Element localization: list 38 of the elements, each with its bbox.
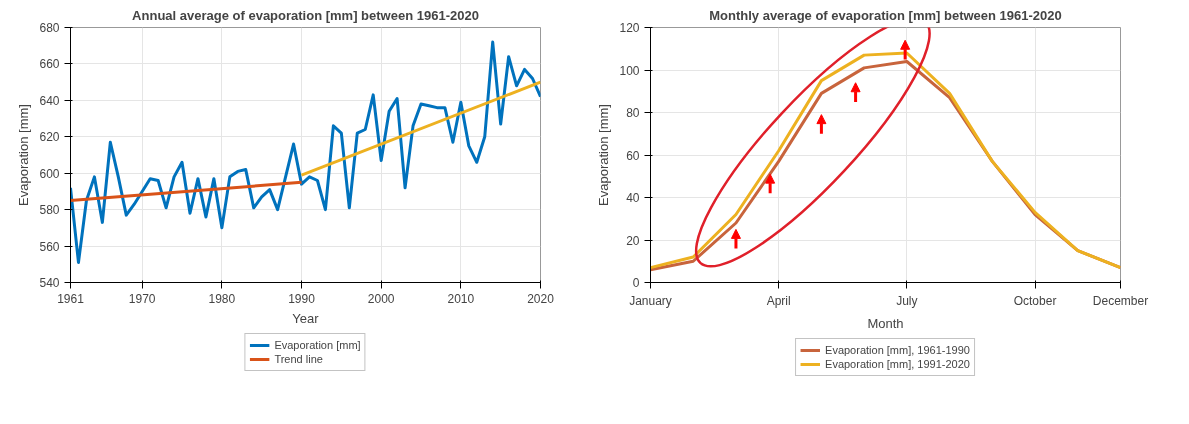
legend-label: Evaporation [mm] bbox=[274, 338, 361, 352]
y-tick-label: 580 bbox=[39, 203, 60, 218]
y-axis-title: Evaporation [mm] bbox=[596, 104, 612, 206]
x-axis-title: Month bbox=[867, 315, 904, 331]
y-tick-label: 620 bbox=[39, 130, 60, 145]
y-axis-title: Evaporation [mm] bbox=[16, 104, 32, 206]
x-tick-label: January bbox=[629, 293, 672, 308]
x-axis-title: Year bbox=[292, 310, 320, 326]
y-tick-label: 640 bbox=[39, 93, 60, 108]
legend-label: Evaporation [mm], 1961-1990 bbox=[825, 343, 970, 357]
y-tick-label: 20 bbox=[626, 233, 640, 248]
y-tick-label: 660 bbox=[39, 57, 60, 72]
x-tick-label: 1990 bbox=[288, 291, 316, 306]
y-tick-label: 80 bbox=[626, 106, 640, 120]
y-tick-label: 0 bbox=[632, 276, 640, 290]
chart-title: Annual average of evaporation [mm] between 1961-2020 bbox=[132, 7, 479, 23]
chart-title: Monthly average of evaporation [mm] between 1961-2020 bbox=[709, 7, 1062, 23]
x-tick-label: 2000 bbox=[367, 291, 395, 306]
y-tick-label: 120 bbox=[619, 21, 640, 35]
x-tick-label: 1970 bbox=[128, 291, 156, 306]
x-tick-label: July bbox=[896, 293, 918, 308]
y-tick-label: 560 bbox=[39, 239, 60, 254]
x-tick-label: April bbox=[766, 293, 791, 308]
y-tick-label: 600 bbox=[39, 166, 60, 181]
x-tick-label: December bbox=[1092, 293, 1149, 308]
x-tick-label: 1961 bbox=[57, 291, 85, 306]
line-series bbox=[70, 40, 541, 264]
y-tick-label: 540 bbox=[39, 276, 60, 290]
x-tick-label: 2010 bbox=[447, 291, 475, 306]
y-tick-label: 100 bbox=[619, 63, 640, 78]
y-tick-label: 680 bbox=[39, 21, 60, 35]
y-tick-label: 40 bbox=[626, 191, 640, 205]
y-tick-label: 60 bbox=[626, 148, 640, 163]
x-tick-label: 2020 bbox=[527, 291, 555, 306]
legend-label: Trend line bbox=[274, 352, 323, 366]
x-tick-label: 1980 bbox=[208, 291, 236, 306]
legend-label: Evaporation [mm], 1991-2020 bbox=[825, 357, 970, 371]
x-tick-label: October bbox=[1013, 293, 1057, 308]
